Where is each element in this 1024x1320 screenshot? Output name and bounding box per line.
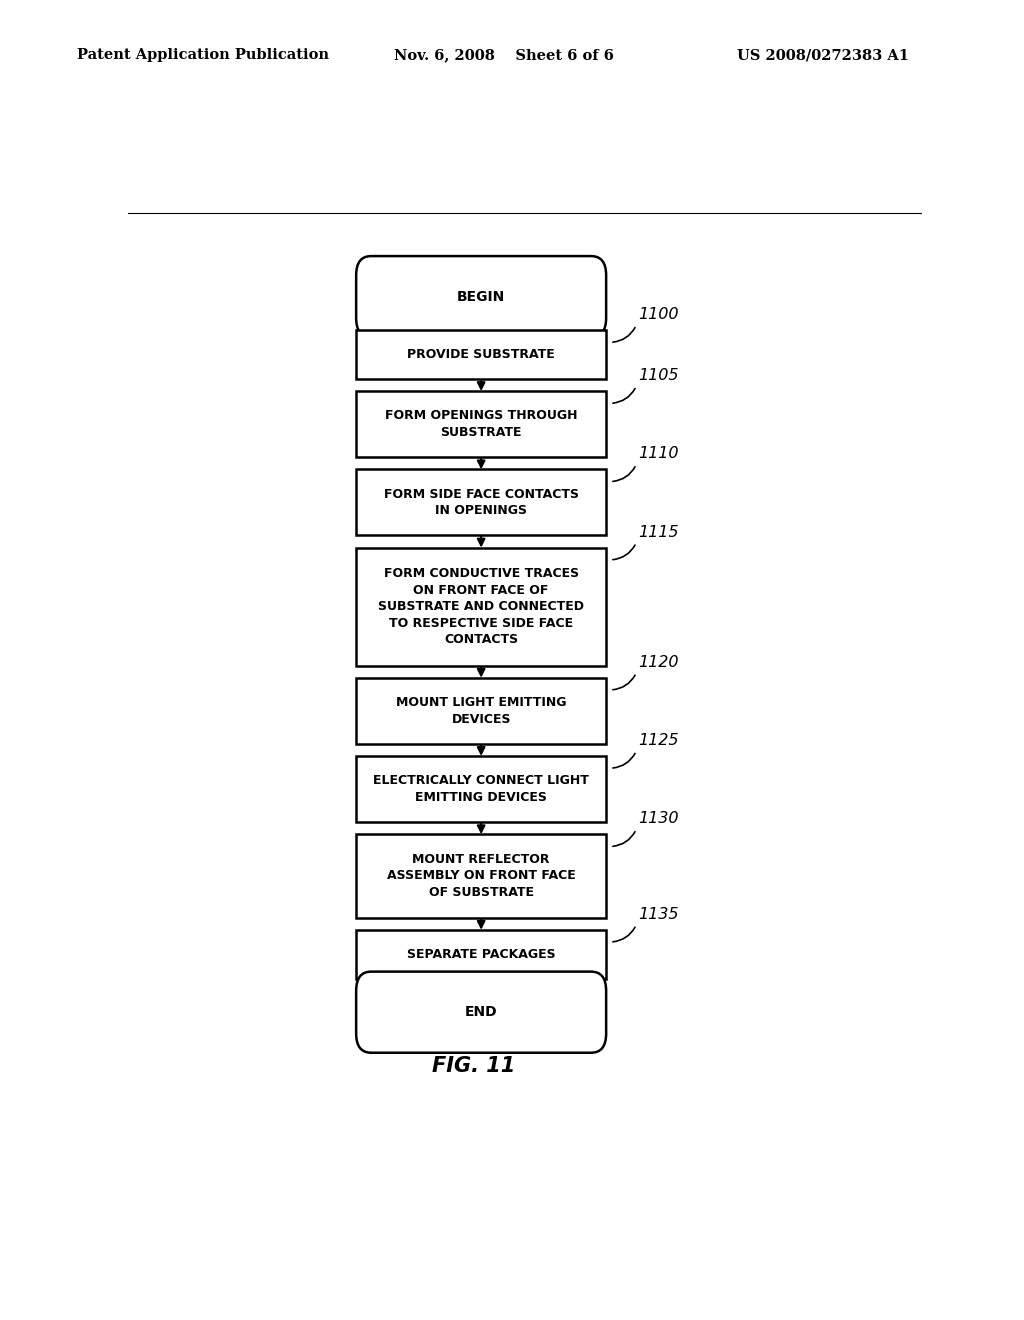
FancyBboxPatch shape [356,391,606,457]
Text: 1130: 1130 [638,812,678,826]
Text: FORM SIDE FACE CONTACTS
IN OPENINGS: FORM SIDE FACE CONTACTS IN OPENINGS [384,487,579,517]
FancyBboxPatch shape [356,470,606,536]
Text: ELECTRICALLY CONNECT LIGHT
EMITTING DEVICES: ELECTRICALLY CONNECT LIGHT EMITTING DEVI… [373,775,589,804]
Text: FORM OPENINGS THROUGH
SUBSTRATE: FORM OPENINGS THROUGH SUBSTRATE [385,409,578,440]
Text: MOUNT LIGHT EMITTING
DEVICES: MOUNT LIGHT EMITTING DEVICES [396,696,566,726]
Text: 1115: 1115 [638,524,678,540]
FancyBboxPatch shape [356,256,606,337]
FancyBboxPatch shape [356,330,606,379]
Text: MOUNT REFLECTOR
ASSEMBLY ON FRONT FACE
OF SUBSTRATE: MOUNT REFLECTOR ASSEMBLY ON FRONT FACE O… [387,853,575,899]
Text: 1100: 1100 [638,308,678,322]
Text: US 2008/0272383 A1: US 2008/0272383 A1 [737,49,909,62]
Text: 1135: 1135 [638,907,678,921]
Text: BEGIN: BEGIN [457,289,505,304]
FancyBboxPatch shape [356,972,606,1053]
Text: 1120: 1120 [638,655,678,669]
FancyBboxPatch shape [356,834,606,917]
Text: FIG. 11: FIG. 11 [431,1056,515,1076]
FancyBboxPatch shape [356,756,606,822]
Text: 1110: 1110 [638,446,678,461]
Text: 1125: 1125 [638,733,678,748]
Text: Patent Application Publication: Patent Application Publication [77,49,329,62]
Text: FORM CONDUCTIVE TRACES
ON FRONT FACE OF
SUBSTRATE AND CONNECTED
TO RESPECTIVE SI: FORM CONDUCTIVE TRACES ON FRONT FACE OF … [378,568,584,645]
Text: PROVIDE SUBSTRATE: PROVIDE SUBSTRATE [408,348,555,362]
Text: 1105: 1105 [638,368,678,383]
Text: Nov. 6, 2008    Sheet 6 of 6: Nov. 6, 2008 Sheet 6 of 6 [394,49,614,62]
Text: SEPARATE PACKAGES: SEPARATE PACKAGES [407,948,555,961]
FancyBboxPatch shape [356,929,606,978]
FancyBboxPatch shape [356,677,606,744]
FancyBboxPatch shape [356,548,606,665]
Text: END: END [465,1005,498,1019]
